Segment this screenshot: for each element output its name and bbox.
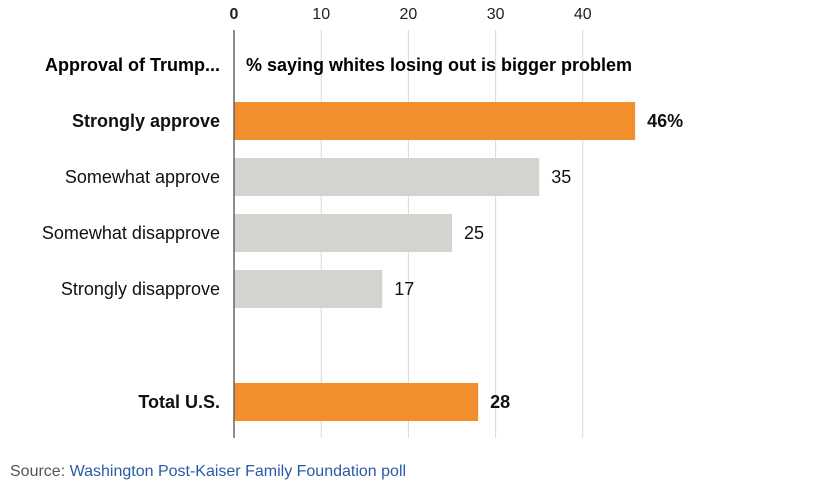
bar bbox=[234, 270, 383, 308]
value-label: 46% bbox=[647, 111, 683, 131]
x-axis-ticks: 0 10 20 30 40 bbox=[230, 6, 592, 23]
source-link[interactable]: Washington Post-Kaiser Family Foundation… bbox=[69, 463, 407, 480]
source-label: Source: bbox=[10, 463, 70, 480]
x-tick-label: 40 bbox=[574, 6, 592, 23]
bar bbox=[234, 383, 479, 421]
category-label: Somewhat approve bbox=[65, 167, 220, 187]
value-label: 28 bbox=[490, 392, 510, 412]
category-header: Approval of Trump... bbox=[45, 55, 220, 75]
x-tick-label: 0 bbox=[230, 6, 239, 23]
bar bbox=[234, 214, 452, 252]
value-header: % saying whites losing out is bigger pro… bbox=[246, 55, 632, 75]
value-label: 35 bbox=[551, 167, 571, 187]
source-note: Source: Washington Post-Kaiser Family Fo… bbox=[10, 463, 406, 481]
x-tick-label: 20 bbox=[400, 6, 418, 23]
category-label: Strongly disapprove bbox=[61, 279, 220, 299]
value-label: 17 bbox=[394, 279, 414, 299]
bar bbox=[234, 102, 636, 140]
value-label: 25 bbox=[464, 223, 484, 243]
x-tick-label: 30 bbox=[487, 6, 505, 23]
x-tick-label: 10 bbox=[312, 6, 330, 23]
category-label: Somewhat disapprove bbox=[42, 223, 220, 243]
category-label: Strongly approve bbox=[72, 111, 220, 131]
category-label: Total U.S. bbox=[138, 392, 220, 412]
bars: Strongly approve 46% Somewhat approve 35 Som… bbox=[42, 102, 683, 421]
bar bbox=[234, 158, 540, 196]
